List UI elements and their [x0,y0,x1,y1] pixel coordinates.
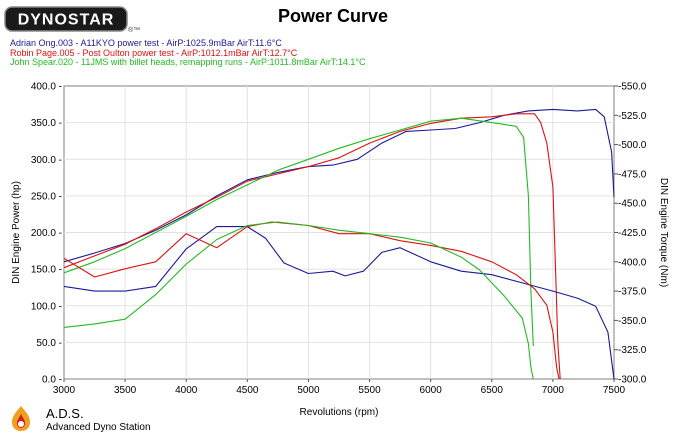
ads-logo-icon [12,406,30,431]
run-label-robin: Robin Page.005 - Post Oulton power test … [10,47,298,58]
x-tick-label: 5000 [297,385,320,396]
series-line-adrian-torque [63,226,615,380]
y-left-tick-label: 150.0 - [31,265,62,276]
x-tick-label: 6000 [420,385,443,396]
series-lines [63,108,615,380]
y-right-tick-label: -325.0 [618,345,647,356]
axis-ticks: 3000 3500 4000 4500 5000 5500 6000 6500 7000 7500… [31,82,647,397]
x-axis-label: Revolutions (rpm) [300,407,379,418]
y-left-tick-label: 400.0 - [31,82,62,93]
x-tick-label: 3000 [53,385,76,396]
x-tick-label: 7000 [542,385,565,396]
chart-title: Power Curve [277,6,389,26]
logo-text: DYNOSTAR [18,12,115,29]
y-right-tick-label: -300.0 [618,375,647,386]
series-line-robin-power [63,113,561,380]
x-tick-label: 4000 [175,385,198,396]
y-right-tick-label: -450.0 [618,199,647,210]
y-right-tick-label: -375.0 [618,287,647,298]
grid-lines [64,86,614,379]
y-right-tick-label: -475.0 [618,169,647,180]
logo-trademark: ®™ [128,27,141,34]
y-right-tick-label: -525.0 [618,111,647,122]
y-axis-left-label: DIN Engine Power (hp) [11,181,22,284]
x-tick-label: 4500 [236,385,259,396]
y-right-tick-label: -500.0 [618,140,647,151]
run-label-adrian: Adrian Ong.003 - A11KYO power test - Air… [10,38,282,48]
series-line-adrian-power [63,108,615,263]
run-legend: Adrian Ong.003 - A11KYO power test - Air… [10,38,366,68]
x-tick-label: 7500 [603,385,626,396]
y-left-tick-label: 200.0 - [31,228,62,239]
footer-sub: Advanced Dyno Station [46,422,151,433]
x-tick-label: 3500 [114,385,137,396]
y-right-tick-label: -350.0 [618,316,647,327]
x-tick-label: 5500 [358,385,381,396]
y-right-tick-label: -550.0 [618,82,647,93]
y-left-tick-label: 0.0 - [42,375,62,386]
dynostar-logo: DYNOSTAR [4,6,128,32]
y-left-tick-label: 250.0 - [31,191,62,202]
y-right-tick-label: -400.0 [618,257,647,268]
y-left-tick-label: 300.0 - [31,155,62,166]
y-left-tick-label: 50.0 - [36,338,62,349]
run-label-john: John Spear.020 - 11JMS with billet heads… [10,57,366,68]
series-line-john-power [63,117,534,347]
y-axis-right-label: DIN Engine Torque (Nm) [658,178,669,287]
footer-name: A.D.S. [46,406,84,421]
series-line-john-torque [63,221,534,380]
x-tick-label: 6500 [481,385,504,396]
y-right-tick-label: -425.0 [618,228,647,239]
y-left-tick-label: 350.0 - [31,118,62,129]
y-left-tick-label: 100.0 - [31,301,62,312]
